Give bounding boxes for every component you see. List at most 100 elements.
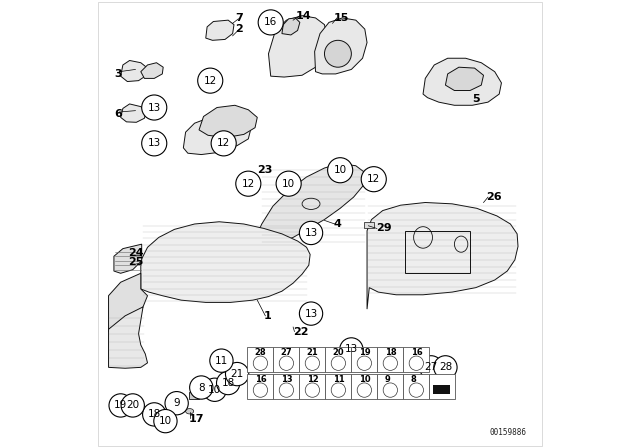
- Circle shape: [141, 95, 167, 120]
- Text: 1: 1: [264, 311, 272, 321]
- Text: 16: 16: [411, 348, 422, 357]
- Circle shape: [154, 409, 177, 433]
- Polygon shape: [282, 18, 300, 35]
- Polygon shape: [206, 20, 234, 40]
- Bar: [248, 347, 273, 372]
- Text: 4: 4: [333, 219, 341, 229]
- Text: 6: 6: [114, 109, 122, 119]
- Circle shape: [165, 392, 188, 415]
- Ellipse shape: [186, 409, 194, 414]
- Circle shape: [340, 338, 363, 361]
- Circle shape: [143, 403, 166, 426]
- Text: 13: 13: [345, 345, 358, 354]
- Circle shape: [109, 394, 132, 417]
- Text: 8: 8: [411, 375, 417, 384]
- Bar: [378, 374, 403, 399]
- Text: 18: 18: [385, 348, 396, 357]
- Text: 10: 10: [358, 375, 371, 384]
- Text: 11: 11: [333, 375, 344, 384]
- Bar: [405, 231, 470, 273]
- Text: 9: 9: [385, 375, 390, 384]
- Bar: [364, 222, 374, 228]
- Text: 14: 14: [296, 11, 311, 21]
- Text: 21: 21: [230, 369, 244, 379]
- Polygon shape: [199, 105, 257, 138]
- Text: 12: 12: [307, 375, 319, 384]
- Text: 7: 7: [235, 13, 243, 23]
- Polygon shape: [315, 18, 367, 74]
- Bar: [403, 374, 429, 399]
- Text: 11: 11: [215, 356, 228, 366]
- Bar: [433, 385, 450, 394]
- Bar: [378, 347, 403, 372]
- Text: 3: 3: [114, 69, 122, 79]
- Text: 18: 18: [221, 378, 235, 388]
- Polygon shape: [109, 273, 148, 332]
- Bar: [273, 374, 300, 399]
- Text: 25: 25: [128, 257, 143, 267]
- Circle shape: [121, 394, 145, 417]
- Circle shape: [189, 376, 213, 399]
- Text: 10: 10: [282, 179, 295, 189]
- Text: 13: 13: [281, 375, 292, 384]
- Bar: [300, 347, 325, 372]
- Circle shape: [198, 68, 223, 93]
- Polygon shape: [121, 60, 148, 82]
- Text: 10: 10: [333, 165, 347, 175]
- Text: 23: 23: [257, 165, 273, 175]
- Text: 20: 20: [333, 348, 344, 357]
- Text: 8: 8: [198, 383, 205, 392]
- Bar: [248, 374, 273, 399]
- Circle shape: [225, 362, 249, 386]
- Text: 17: 17: [189, 414, 204, 424]
- Text: 10: 10: [159, 416, 172, 426]
- Bar: [325, 347, 351, 372]
- Polygon shape: [141, 63, 163, 78]
- Polygon shape: [121, 104, 146, 122]
- Text: 13: 13: [148, 103, 161, 112]
- Bar: [429, 374, 455, 399]
- Text: 21: 21: [307, 348, 319, 357]
- Text: 28: 28: [439, 362, 452, 372]
- Circle shape: [300, 302, 323, 325]
- Bar: [189, 392, 198, 399]
- Text: 27: 27: [424, 362, 438, 372]
- Circle shape: [434, 356, 457, 379]
- Circle shape: [276, 171, 301, 196]
- Text: 9: 9: [173, 398, 180, 408]
- Text: 28: 28: [255, 348, 266, 357]
- Text: 19: 19: [358, 348, 371, 357]
- Text: 16: 16: [264, 17, 277, 27]
- Text: 29: 29: [376, 224, 392, 233]
- Bar: [403, 347, 429, 372]
- Polygon shape: [423, 58, 502, 105]
- Polygon shape: [269, 16, 327, 77]
- Polygon shape: [257, 164, 365, 243]
- Polygon shape: [109, 307, 148, 368]
- Circle shape: [361, 167, 387, 192]
- Circle shape: [203, 378, 227, 401]
- Text: 13: 13: [148, 138, 161, 148]
- Text: 16: 16: [255, 375, 266, 384]
- Circle shape: [216, 371, 240, 395]
- Circle shape: [210, 349, 233, 372]
- Text: 15: 15: [333, 13, 349, 23]
- Circle shape: [324, 40, 351, 67]
- Circle shape: [300, 221, 323, 245]
- Text: 12: 12: [367, 174, 380, 184]
- Text: 2: 2: [235, 24, 243, 34]
- Text: 12: 12: [242, 179, 255, 189]
- Text: 27: 27: [281, 348, 292, 357]
- Polygon shape: [114, 244, 141, 273]
- Text: 22: 22: [293, 327, 308, 336]
- Text: 19: 19: [114, 401, 127, 410]
- Circle shape: [419, 356, 443, 379]
- Bar: [273, 347, 300, 372]
- Circle shape: [211, 131, 236, 156]
- Text: 5: 5: [472, 94, 480, 103]
- Circle shape: [328, 158, 353, 183]
- Polygon shape: [367, 202, 518, 309]
- Circle shape: [258, 10, 284, 35]
- Bar: [300, 374, 325, 399]
- Circle shape: [141, 131, 167, 156]
